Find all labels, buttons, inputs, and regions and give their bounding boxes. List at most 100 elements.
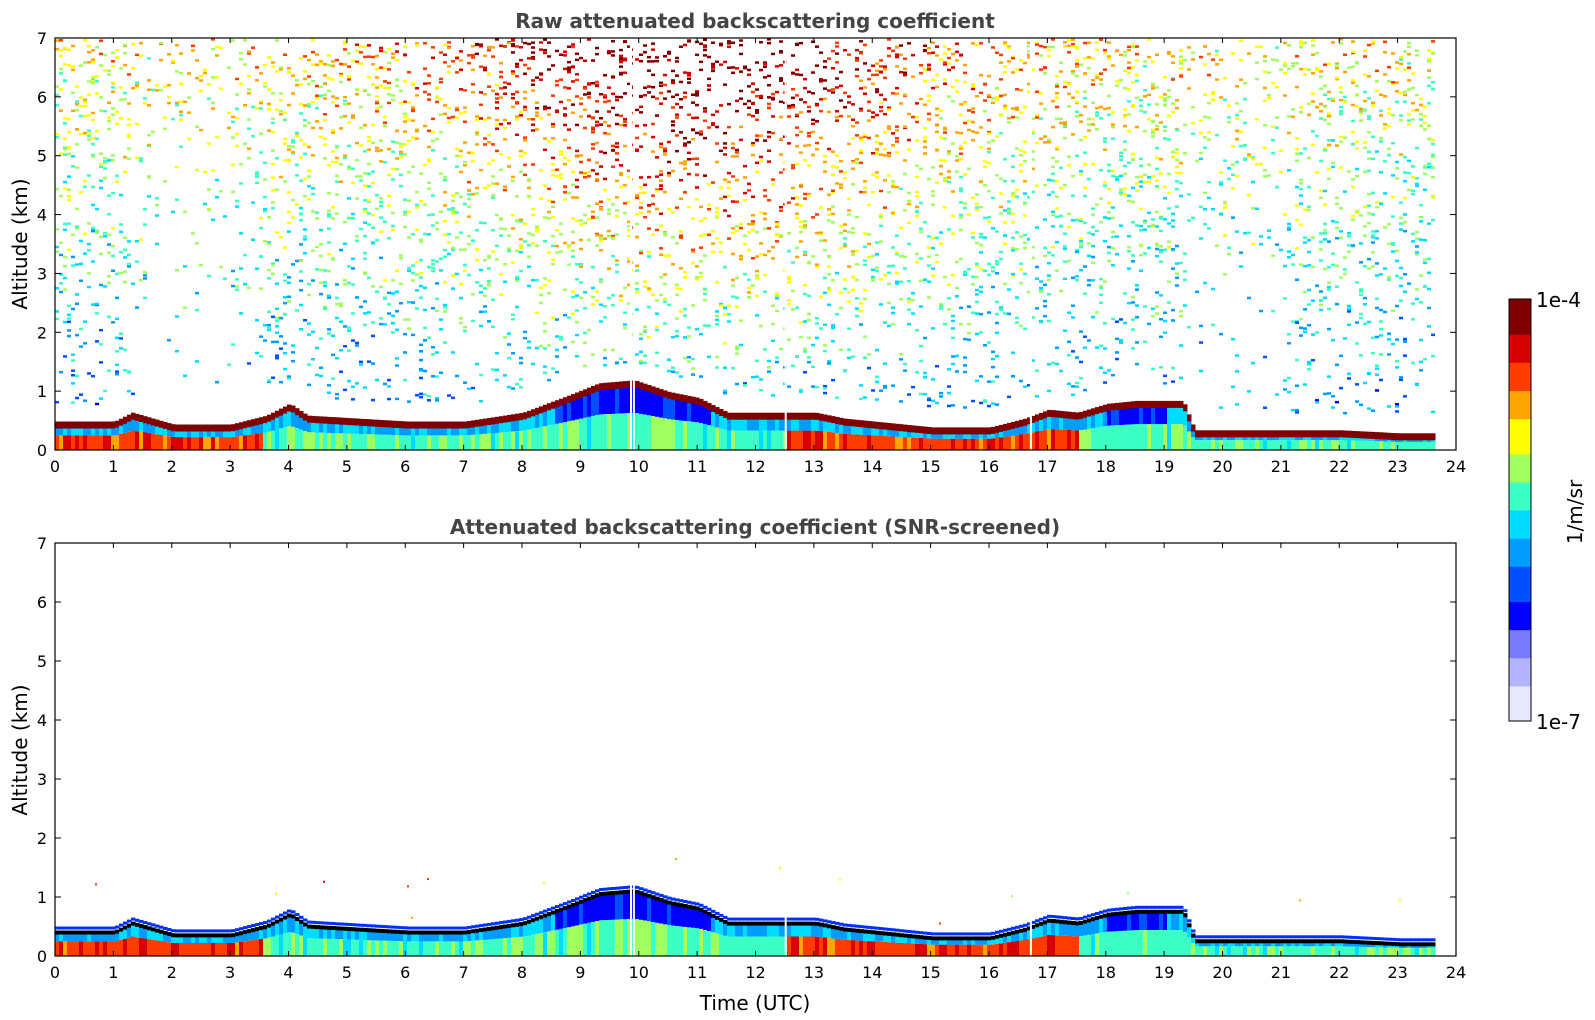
heat-cell <box>339 433 344 450</box>
heat-cell <box>375 434 380 450</box>
heat-cell <box>735 225 739 228</box>
heat-cell <box>75 302 79 305</box>
heat-cell <box>179 430 184 438</box>
heat-cell <box>343 279 347 282</box>
heat-cell <box>287 295 291 298</box>
heat-cell <box>671 398 676 420</box>
heat-cell <box>711 41 715 44</box>
heat-cell <box>583 171 587 175</box>
heat-cell <box>255 173 259 176</box>
heat-cell <box>883 147 887 151</box>
heat-cell <box>303 252 307 255</box>
heat-cell <box>411 233 415 236</box>
heat-cell <box>779 79 783 82</box>
heat-cell <box>747 430 752 450</box>
heat-cell <box>499 432 504 450</box>
heat-cell <box>931 399 935 403</box>
heat-cell <box>823 414 828 422</box>
heat-cell <box>335 58 339 62</box>
heat-cell <box>1107 94 1111 98</box>
heat-cell <box>139 278 143 282</box>
heat-cell <box>643 383 648 391</box>
heat-cell <box>895 423 900 431</box>
heat-cell <box>1171 380 1175 383</box>
heat-cell <box>483 143 487 146</box>
heat-cell <box>751 153 755 157</box>
heat-cell <box>839 84 843 88</box>
heat-cell <box>991 350 995 354</box>
heat-cell <box>919 97 923 101</box>
heat-cell <box>691 217 695 220</box>
heat-cell <box>1039 137 1043 141</box>
heat-cell <box>799 73 803 77</box>
heat-cell <box>371 181 375 185</box>
heat-cell <box>427 160 431 163</box>
heat-cell <box>883 384 887 388</box>
heat-cell <box>387 101 391 105</box>
heat-cell <box>975 379 979 383</box>
heat-cell <box>291 344 295 347</box>
heat-cell <box>1127 407 1132 425</box>
heat-cell <box>99 252 103 256</box>
heat-cell <box>675 393 680 401</box>
heat-cell <box>575 185 579 189</box>
heat-cell <box>459 231 463 234</box>
heat-cell <box>311 210 315 213</box>
heat-cell <box>967 427 972 435</box>
heat-cell <box>287 276 291 279</box>
heat-cell <box>935 148 939 152</box>
heat-cell <box>203 202 207 206</box>
heat-cell <box>895 280 899 283</box>
heat-cell <box>951 232 955 235</box>
heat-cell <box>1075 115 1079 118</box>
heat-cell <box>1047 278 1051 282</box>
heat-cell <box>263 422 268 433</box>
heat-cell <box>883 76 887 80</box>
heat-cell <box>171 210 175 214</box>
heat-cell <box>999 78 1003 81</box>
heat-cell <box>1115 178 1119 181</box>
heat-cell <box>799 183 803 187</box>
heat-cell <box>903 255 907 259</box>
heat-cell <box>1063 277 1067 281</box>
heat-cell <box>239 182 243 185</box>
heat-cell <box>483 305 487 308</box>
heat-cell <box>727 418 732 431</box>
heat-cell <box>1119 408 1124 425</box>
heat-cell <box>695 422 700 450</box>
heat-cell <box>987 311 991 314</box>
heat-cell <box>67 313 71 317</box>
heat-cell <box>1127 235 1131 238</box>
heat-cell <box>947 433 952 439</box>
heat-cell <box>439 210 443 213</box>
heat-cell <box>667 419 672 450</box>
heat-cell <box>615 95 619 99</box>
heat-cell <box>87 242 91 246</box>
heat-cell <box>79 132 83 136</box>
heat-cell <box>591 295 595 299</box>
heat-cell <box>951 433 956 439</box>
heat-cell <box>1043 254 1047 258</box>
heat-cell <box>887 423 892 430</box>
heat-cell <box>891 423 896 431</box>
heat-cell <box>823 248 827 252</box>
heat-cell <box>551 205 555 209</box>
heat-cell <box>911 292 915 295</box>
heat-cell <box>347 216 351 220</box>
heat-cell <box>527 67 531 70</box>
heat-cell <box>619 164 623 167</box>
heat-cell <box>263 339 267 342</box>
heat-cell <box>423 82 427 85</box>
heat-cell <box>231 430 236 437</box>
heat-cell <box>839 348 843 351</box>
heat-cell <box>959 306 963 310</box>
heat-cell <box>511 38 515 41</box>
heat-cell <box>931 274 935 277</box>
heat-cell <box>1139 207 1143 211</box>
heat-cell <box>599 389 604 415</box>
heat-cell <box>271 315 275 319</box>
heat-cell <box>95 137 99 140</box>
heat-cell <box>735 418 740 431</box>
heat-cell <box>519 220 523 223</box>
heat-cell <box>967 109 971 112</box>
